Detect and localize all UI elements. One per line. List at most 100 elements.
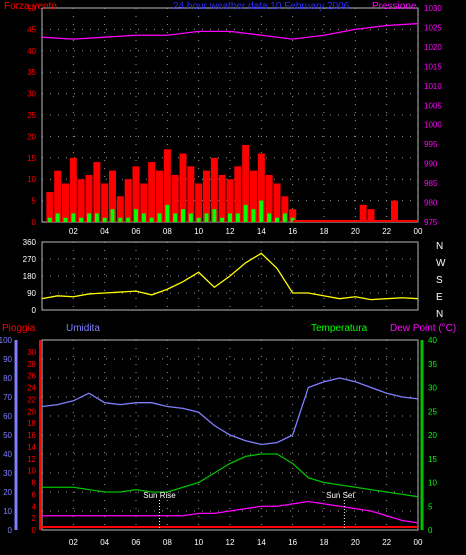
temperature-tick-label: 0 — [428, 526, 433, 535]
wind-speed-bar — [109, 170, 116, 222]
temperature-tick-label: 20 — [428, 431, 437, 440]
wind-speed-bar — [171, 174, 179, 222]
wind-speed-bar — [132, 166, 140, 222]
wind-speed-bar — [46, 192, 54, 222]
panel1-right-tick-label: 1010 — [424, 82, 442, 91]
wind-gust-bar — [63, 217, 68, 222]
wind-speed-bar — [359, 204, 367, 222]
dew-point-line — [42, 500, 419, 524]
wind-speed-bar — [69, 157, 77, 222]
wind-gust-bar — [79, 217, 84, 222]
panel3-x-tick-label: 06 — [132, 538, 141, 547]
wind-gust-bar — [110, 209, 115, 222]
panel3-series — [41, 377, 419, 528]
panel1-x-tick-label: 16 — [288, 227, 297, 236]
wind-gust-bar — [290, 217, 295, 222]
humidity-tick-label: 80 — [3, 374, 12, 383]
panel2-left-tick-label: 90 — [27, 289, 36, 298]
temperature-tick-label: 40 — [428, 336, 437, 345]
panel2-compass-label: N — [436, 241, 443, 252]
wind-gust-bar — [228, 213, 232, 222]
panel1-x-tick-label: 06 — [132, 227, 141, 236]
humidity-tick-label: 90 — [3, 355, 12, 364]
panel2-series — [41, 252, 419, 301]
panel1-right-tick-label: 1025 — [424, 23, 442, 32]
label-humidity: Umidita — [66, 323, 100, 334]
wind-gust-bar — [47, 217, 52, 222]
panel1-left-tick-label: 15 — [27, 154, 36, 163]
wind-gust-bar — [141, 213, 146, 222]
wind-gust-bar — [181, 209, 185, 222]
panel2-compass-label: W — [436, 258, 446, 269]
panel1-left-tick-label: 25 — [27, 111, 36, 120]
temperature-tick-label: 15 — [428, 455, 437, 464]
rain-tick-label: 2 — [32, 514, 37, 523]
humidity-tick-label: 60 — [3, 412, 12, 421]
wind-direction-line — [41, 252, 419, 301]
wind-gust-bar — [220, 217, 225, 222]
panel3-x-tick-label: 10 — [194, 538, 203, 547]
wind-gust-bar — [235, 213, 240, 222]
panel3-annotations: Sun Rise Sun Set — [143, 491, 355, 530]
wind-speed-bar — [391, 200, 398, 222]
sunset-label: Sun Set — [326, 491, 355, 500]
humidity-tick-label: 20 — [3, 488, 12, 497]
panel1-left-tick-label: 40 — [27, 47, 36, 56]
temperature-tick-label: 5 — [428, 502, 433, 511]
wind-speed-bar — [265, 174, 273, 222]
wind-gust-bar — [282, 213, 287, 222]
panel1-right-axis: 975 980 985 990 995 1000 1005 1010 1015 1020 1025 1… — [424, 4, 442, 227]
wind-gust-bar — [157, 213, 162, 222]
wind-gust-bar — [94, 213, 99, 222]
panel1-left-tick-label: 50 — [27, 4, 36, 13]
temperature-tick-label: 10 — [428, 479, 437, 488]
wind-speed-bar — [116, 196, 124, 222]
panel1-series — [41, 22, 419, 222]
panel1-right-tick-label: 995 — [424, 140, 438, 149]
rain-tick-label: 16 — [27, 431, 36, 440]
panel1-x-tick-label: 12 — [226, 227, 235, 236]
panel1-x-tick-label: 20 — [351, 227, 360, 236]
panel1-x-tick-label: 00 — [414, 227, 423, 236]
panel2-left-tick-label: 270 — [23, 255, 37, 264]
wind-gust-bar — [149, 217, 154, 222]
panel2-left-axis: 0 90 180 270 360 — [23, 238, 37, 315]
humidity-line — [41, 377, 419, 446]
rain-tick-label: 28 — [27, 360, 36, 369]
label-dewpoint: Dew Point (°C) — [390, 323, 456, 334]
wind-speed-bar — [54, 170, 62, 222]
panel1-right-tick-label: 1005 — [424, 101, 442, 110]
wind-speed-bar — [101, 183, 109, 222]
panel1-left-tick-label: 45 — [27, 25, 36, 34]
rain-tick-label: 4 — [32, 502, 37, 511]
wind-gust-bar — [87, 213, 91, 222]
panel1-x-tick-label: 14 — [257, 227, 266, 236]
wind-gust-bar — [188, 213, 193, 222]
wind-speed-bar — [148, 162, 156, 222]
rain-tick-label: 18 — [27, 419, 36, 428]
rain-tick-label: 8 — [32, 479, 37, 488]
rain-tick-label: 20 — [27, 407, 36, 416]
humidity-tick-label: 10 — [3, 507, 12, 516]
wind-speed-bar — [77, 179, 85, 222]
panel1-x-tick-label: 02 — [69, 227, 78, 236]
sunrise-label: Sun Rise — [143, 491, 176, 500]
panel1-x-axis: 02 04 06 08 10 12 14 16 18 20 22 00 — [69, 227, 423, 236]
panel1-right-tick-label: 975 — [424, 218, 438, 227]
panel1-left-tick-label: 0 — [32, 218, 37, 227]
rain-tick-label: 0 — [32, 526, 37, 535]
panel1-left-tick-label: 10 — [27, 175, 36, 184]
panel2-compass-label: S — [436, 275, 443, 286]
panel3-humidity-axis: 0 10 20 30 40 50 60 70 80 90 100 — [0, 336, 18, 535]
wind-speed-bar — [273, 183, 281, 222]
wind-speed-bar — [187, 166, 195, 222]
wind-gust-bar — [275, 217, 279, 222]
panel1-left-tick-label: 5 — [32, 197, 37, 206]
panel1-left-tick-label: 20 — [27, 132, 36, 141]
wind-speed-bar — [93, 162, 101, 222]
wind-speed-bar — [156, 170, 163, 222]
